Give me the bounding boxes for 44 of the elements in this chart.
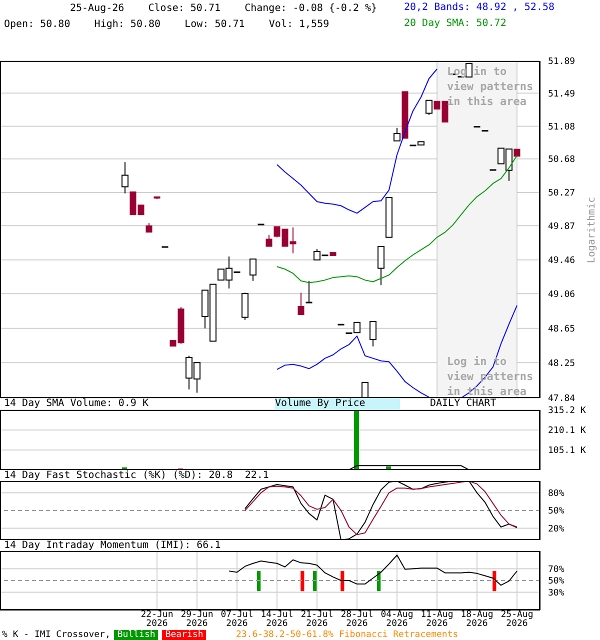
x-tick-label: 22-Jun 2026 [140,610,174,629]
y-tick-label: 315.2 K [548,406,587,416]
y-tick-label: 50.68 [548,155,576,166]
text: Bullish [114,630,158,640]
y-tick-label: 49.87 [548,222,576,232]
text: 23.6-38.2-50-61.8% Fibonacci Retracements [236,630,458,640]
x-tick-label: 28-Jul 2026 [340,610,374,629]
y-tick-label: 30% [548,588,565,598]
y-tick-label: 48.25 [548,358,576,369]
x-tick-label: 11-Aug 2026 [420,610,454,629]
y-tick-label: 50% [548,576,565,587]
y-tick-label: 70% [548,564,565,575]
x-tick-label: 04-Aug 2026 [380,610,414,629]
chart-title: 14 Day Fast Stochastic (%K) (%D): 20.8 22.1 [4,470,269,481]
y-axis-title: Logarithmic [586,196,598,263]
x-tick-label: 21-Jul 2026 [300,610,334,629]
y-tick-label: 51.49 [548,89,576,100]
chart-title: 14 Day SMA Volume: 0.9 K [4,398,148,409]
text: Bearish [162,630,206,640]
chart-title: 25-Aug-26 Close: 50.71 Change: -0.08 {-0.2 %} [70,3,378,14]
text: Volume By Price [275,398,400,410]
y-tick-label: 210.1 K [548,426,587,436]
y-tick-label: 48.65 [548,324,576,335]
x-tick-label: 14-Jul 2026 [260,610,294,629]
y-tick-label: 50% [548,506,565,517]
y-tick-label: 49.46 [548,256,576,266]
x-tick-label: 25-Aug 2026 [500,610,534,629]
x-tick-label: 07-Jul 2026 [220,610,254,629]
y-tick-label: 20% [548,524,565,534]
y-tick-label: 49.06 [548,290,576,300]
y-tick-label: 51.89 [548,57,576,68]
y-tick-label: 47.84 [548,394,576,404]
text: 20 Day SMA: 50.72 [404,18,506,29]
y-tick-label: 51.08 [548,122,576,132]
x-tick-label: 29-Jun 2026 [180,610,214,629]
y-tick-label: 50.27 [548,188,576,199]
chart-subtitle: Open: 50.80 High: 50.80 Low: 50.71 Vol: 1,559 [4,19,330,30]
chart-title: 14 Day Intraday Momentum (IMI): 66.1 [4,540,221,551]
y-tick-label: 80% [548,488,565,499]
text: DAILY CHART [430,398,496,410]
x-tick-label: 18-Aug 2026 [460,610,494,629]
text: 20,2 Bands: 48.92 , 52.58 [404,2,555,13]
y-tick-label: 105.1 K [548,446,587,456]
legend-title: % K - IMI Crossover, [2,630,110,640]
